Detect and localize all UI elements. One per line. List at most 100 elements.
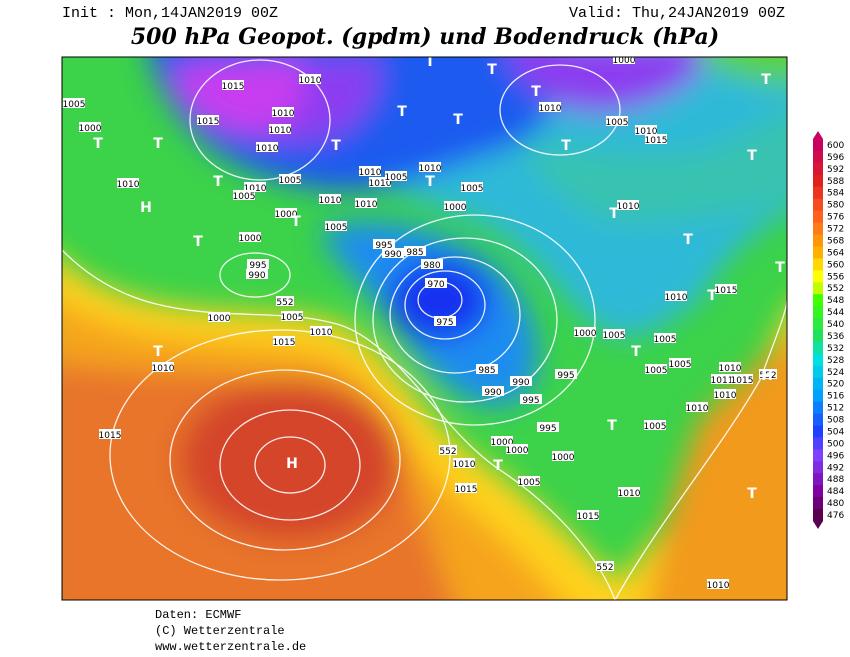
isobar-label: 1000 (574, 327, 597, 339)
isobar-label-bg (319, 194, 341, 204)
isobar-label: 1005 (518, 476, 540, 488)
pressure-centre: T (609, 206, 619, 222)
height-label: 552 (439, 447, 456, 457)
isobar-label: 1005 (461, 182, 483, 194)
colorbar-cell (813, 234, 823, 247)
isobar-label-text: 1010 (272, 109, 295, 119)
pressure-centre: H (761, 368, 773, 384)
isobar-label-text: 1010 (299, 76, 322, 86)
isobar-label-text: 1010 (714, 391, 737, 401)
colorbar-cell (813, 473, 823, 486)
isobar-label-bg (715, 284, 737, 294)
isobar-label-text: 1010 (117, 180, 140, 190)
isobar-label: 1000 (613, 57, 636, 66)
isobar-label-bg (444, 201, 466, 211)
height-label: 552 (276, 298, 293, 308)
isobar-label-text: 995 (539, 424, 556, 434)
isobar-label-bg (654, 333, 676, 343)
isobar-label-text: 1010 (453, 460, 476, 470)
pressure-centre: T (153, 344, 163, 360)
colorbar-label: 496 (827, 451, 844, 461)
isobar-label: 1005 (63, 98, 85, 110)
isobar-label-text: 1015 (645, 136, 668, 146)
isobar-label: 1010 (686, 402, 709, 414)
colorbar-label: 508 (827, 416, 844, 426)
colorbar-cell (813, 294, 823, 307)
colorbar-cell (813, 210, 823, 224)
isobar-label-text: 1005 (233, 192, 256, 202)
colorbar-cell (813, 509, 823, 522)
isobar-label-text: 990 (512, 378, 529, 388)
isobar-label: 1015 (222, 80, 244, 92)
colorbar-label: 524 (827, 368, 844, 378)
isobar-label: 1000 (552, 451, 575, 463)
pressure-centre: T (291, 214, 301, 230)
pressure-centre: T (607, 418, 617, 434)
isobar-label-text: 1000 (208, 314, 231, 324)
colorbar-label: 500 (827, 439, 844, 449)
isobar-label: 990 (246, 269, 268, 281)
isobar-label-text: 995 (375, 241, 392, 251)
isobar-label-bg (152, 362, 174, 372)
isobar-label-text: 1015 (731, 376, 754, 386)
colorbar-label: 576 (827, 213, 844, 223)
colorbar-cell (813, 174, 823, 188)
height-label-bg (596, 561, 614, 571)
pressure-centre: H (140, 200, 152, 216)
isobar-label-bg (404, 246, 426, 256)
pressure-centre: T (775, 260, 785, 276)
isobar-label: 1010 (359, 166, 382, 178)
colorbar-label: 476 (827, 511, 844, 521)
colorbar-cell (813, 162, 823, 176)
isobar-label-text: 1010 (319, 196, 342, 206)
isobar-label: 1010 (310, 326, 333, 338)
isobar-label-bg (707, 579, 729, 589)
isobar-label-bg (669, 358, 691, 368)
colorbar-cell (813, 341, 823, 355)
isobar-label-text: 1000 (444, 203, 467, 213)
isobar-label: 1005 (233, 190, 256, 202)
isobar-label-bg (506, 444, 528, 454)
isobar-label: 990 (382, 248, 404, 260)
isobar-label-bg (421, 259, 443, 269)
colorbar-label: 596 (827, 153, 844, 163)
colorbar-arrow-bottom (813, 520, 823, 529)
isobar (389, 256, 521, 374)
pressure-centre: T (331, 138, 341, 154)
colorbar-label: 484 (827, 487, 844, 497)
isobar-label: 1010 (319, 194, 342, 206)
isobar-label: 1015 (197, 115, 219, 127)
isobar-label-text: 975 (436, 318, 453, 328)
colorbar-cell (813, 306, 823, 319)
colorbar-label: 516 (827, 392, 844, 402)
isobar-label-text: 1005 (669, 360, 692, 370)
isobar-label-bg (99, 429, 121, 439)
isobar-label: 1015 (731, 374, 754, 386)
isobar-label: 1010 (355, 198, 378, 210)
colorbar-cell (813, 389, 823, 403)
colorbar-cell (813, 425, 823, 438)
isobar-label-bg (711, 374, 733, 384)
isobar-label-bg (239, 232, 261, 242)
height-label: 552 (759, 371, 776, 381)
colorbar-label: 572 (827, 225, 844, 235)
isobar-label-text: 1010 (618, 489, 641, 499)
height-contour (614, 299, 787, 600)
isobar-label-text: 1000 (552, 453, 575, 463)
isobar-label-text: 990 (248, 271, 265, 281)
isobar-label: 1000 (208, 312, 231, 324)
isobar-label-bg (539, 102, 561, 112)
isobar-label-text: 985 (406, 248, 423, 258)
isobar-label-bg (269, 124, 291, 134)
isobar-label: 1005 (669, 358, 692, 370)
isobar-label: 1010 (635, 125, 658, 137)
copyright: (C) Wetterzentrale (155, 624, 285, 638)
isobar-label-bg (613, 57, 635, 64)
isobar-label-text: 1015 (715, 286, 738, 296)
pressure-centre: T (561, 138, 571, 154)
isobar-label: 1000 (506, 444, 529, 456)
isobar-label-text: 970 (427, 280, 444, 290)
colorbar-label: 580 (827, 201, 844, 211)
